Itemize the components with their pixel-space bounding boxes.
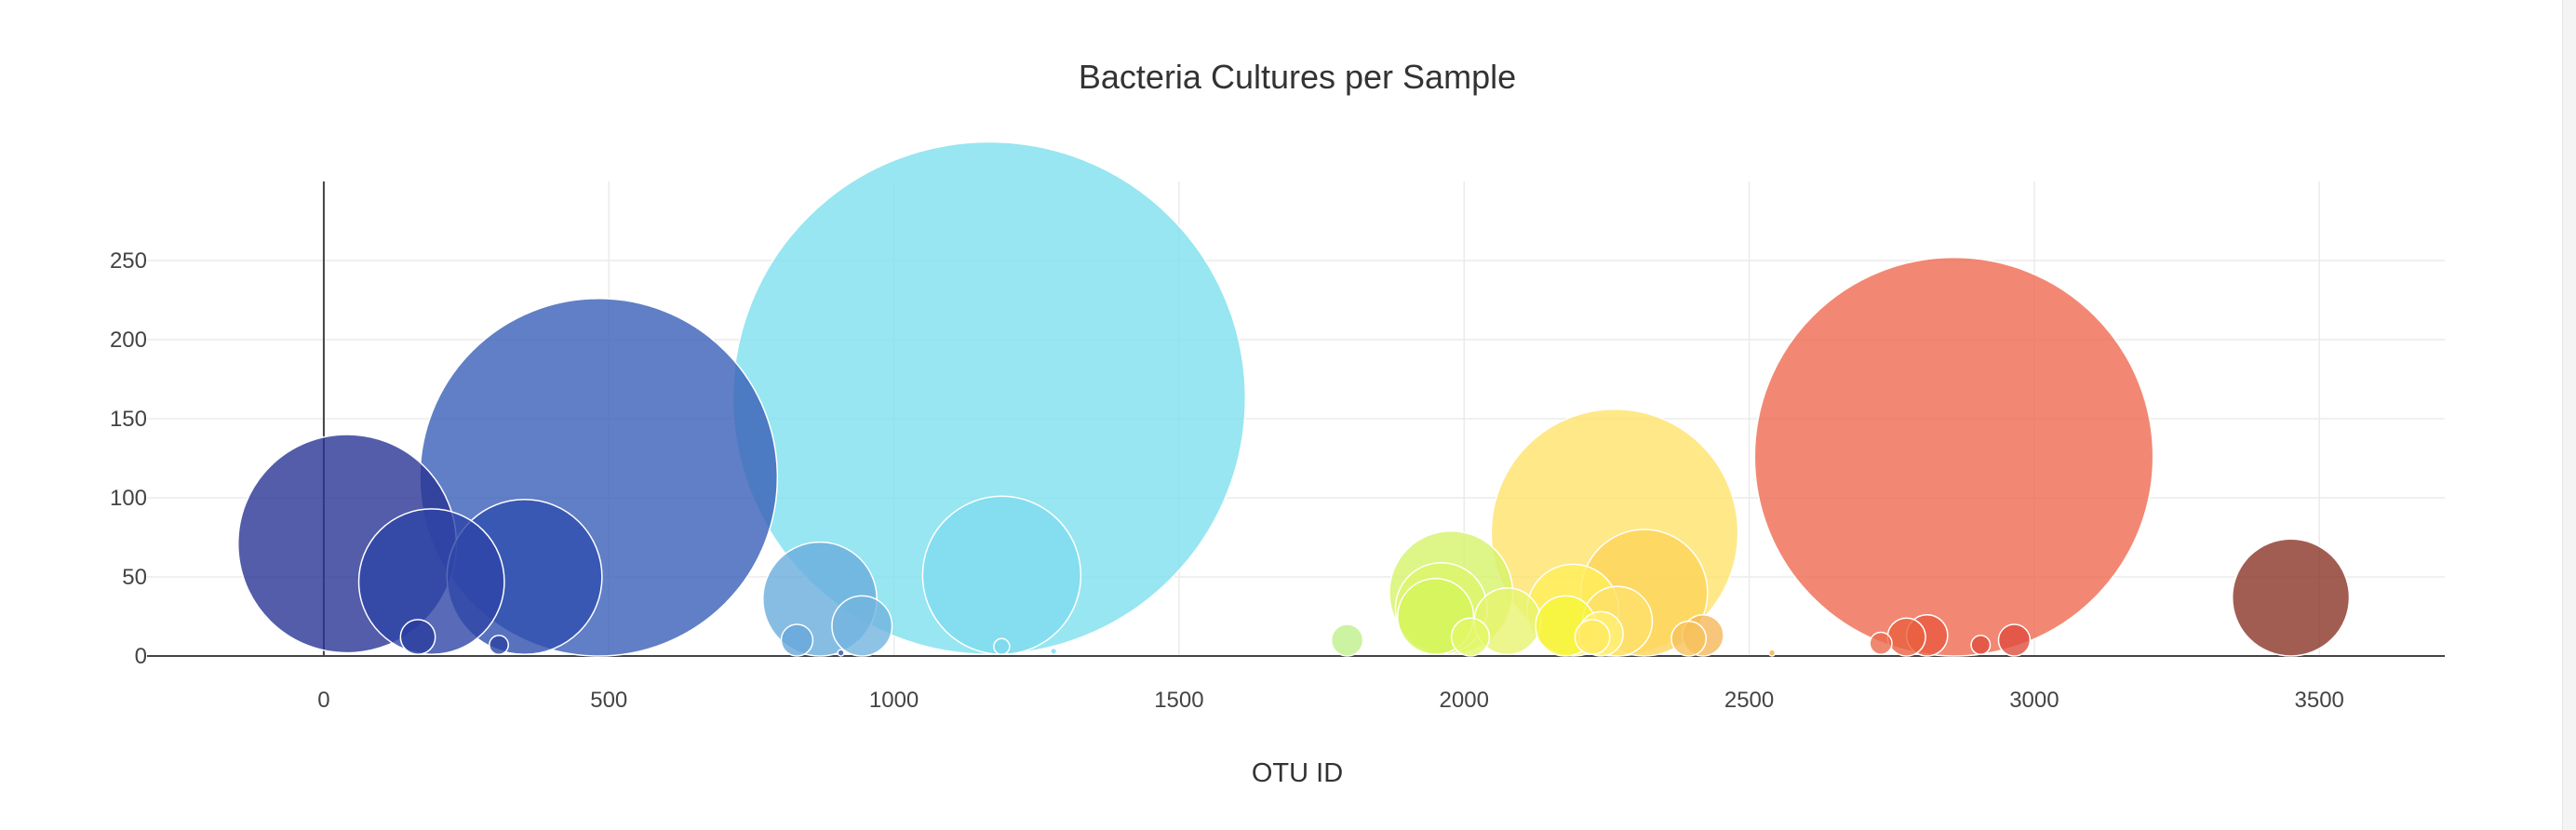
bubble-point[interactable] — [1753, 256, 2154, 657]
bubble-point[interactable] — [357, 508, 505, 656]
bubble-point[interactable] — [1886, 617, 1926, 657]
chart-title: Bacteria Cultures per Sample — [1079, 58, 1516, 96]
bubble-point[interactable] — [837, 649, 845, 657]
bubble-point[interactable] — [1450, 617, 1491, 657]
y-tick-label: 200 — [110, 328, 147, 353]
y-tick-label: 100 — [110, 486, 147, 511]
bubble-point[interactable] — [1997, 623, 2032, 657]
bubble-point[interactable] — [1869, 631, 1893, 656]
y-tick-label: 150 — [110, 407, 147, 432]
bubble-point[interactable] — [1330, 623, 1364, 657]
bubble-point[interactable] — [1670, 620, 1708, 657]
y-tick-label: 0 — [135, 644, 147, 669]
bubble-point[interactable] — [1574, 619, 1611, 656]
bubble-point[interactable] — [2231, 538, 2351, 657]
x-tick-label: 0 — [317, 688, 329, 713]
bubble-point[interactable] — [831, 595, 893, 657]
bubble-point[interactable] — [1049, 647, 1058, 656]
x-tick-label: 2500 — [1724, 688, 1774, 713]
window-scrollbar[interactable] — [2562, 0, 2576, 830]
bubble-point[interactable] — [780, 623, 814, 657]
bubble-point[interactable] — [399, 619, 436, 656]
bubble-point[interactable] — [993, 637, 1011, 656]
bubbles — [236, 141, 2351, 657]
x-axis-title: OTU ID — [1252, 758, 1343, 788]
x-tick-label: 1000 — [869, 688, 919, 713]
x-tick-label: 1500 — [1154, 688, 1203, 713]
x-tick-label: 3500 — [2295, 688, 2344, 713]
bubble-point[interactable] — [1767, 649, 1777, 657]
y-tick-label: 50 — [122, 565, 147, 590]
y-tick-label: 250 — [110, 248, 147, 274]
bubble-point[interactable] — [489, 635, 509, 656]
x-tick-label: 3000 — [2009, 688, 2059, 713]
x-tick-label: 2000 — [1440, 688, 1489, 713]
bubble-point[interactable] — [921, 495, 1082, 656]
bubble-point[interactable] — [1970, 635, 1992, 656]
x-tick-label: 500 — [590, 688, 627, 713]
